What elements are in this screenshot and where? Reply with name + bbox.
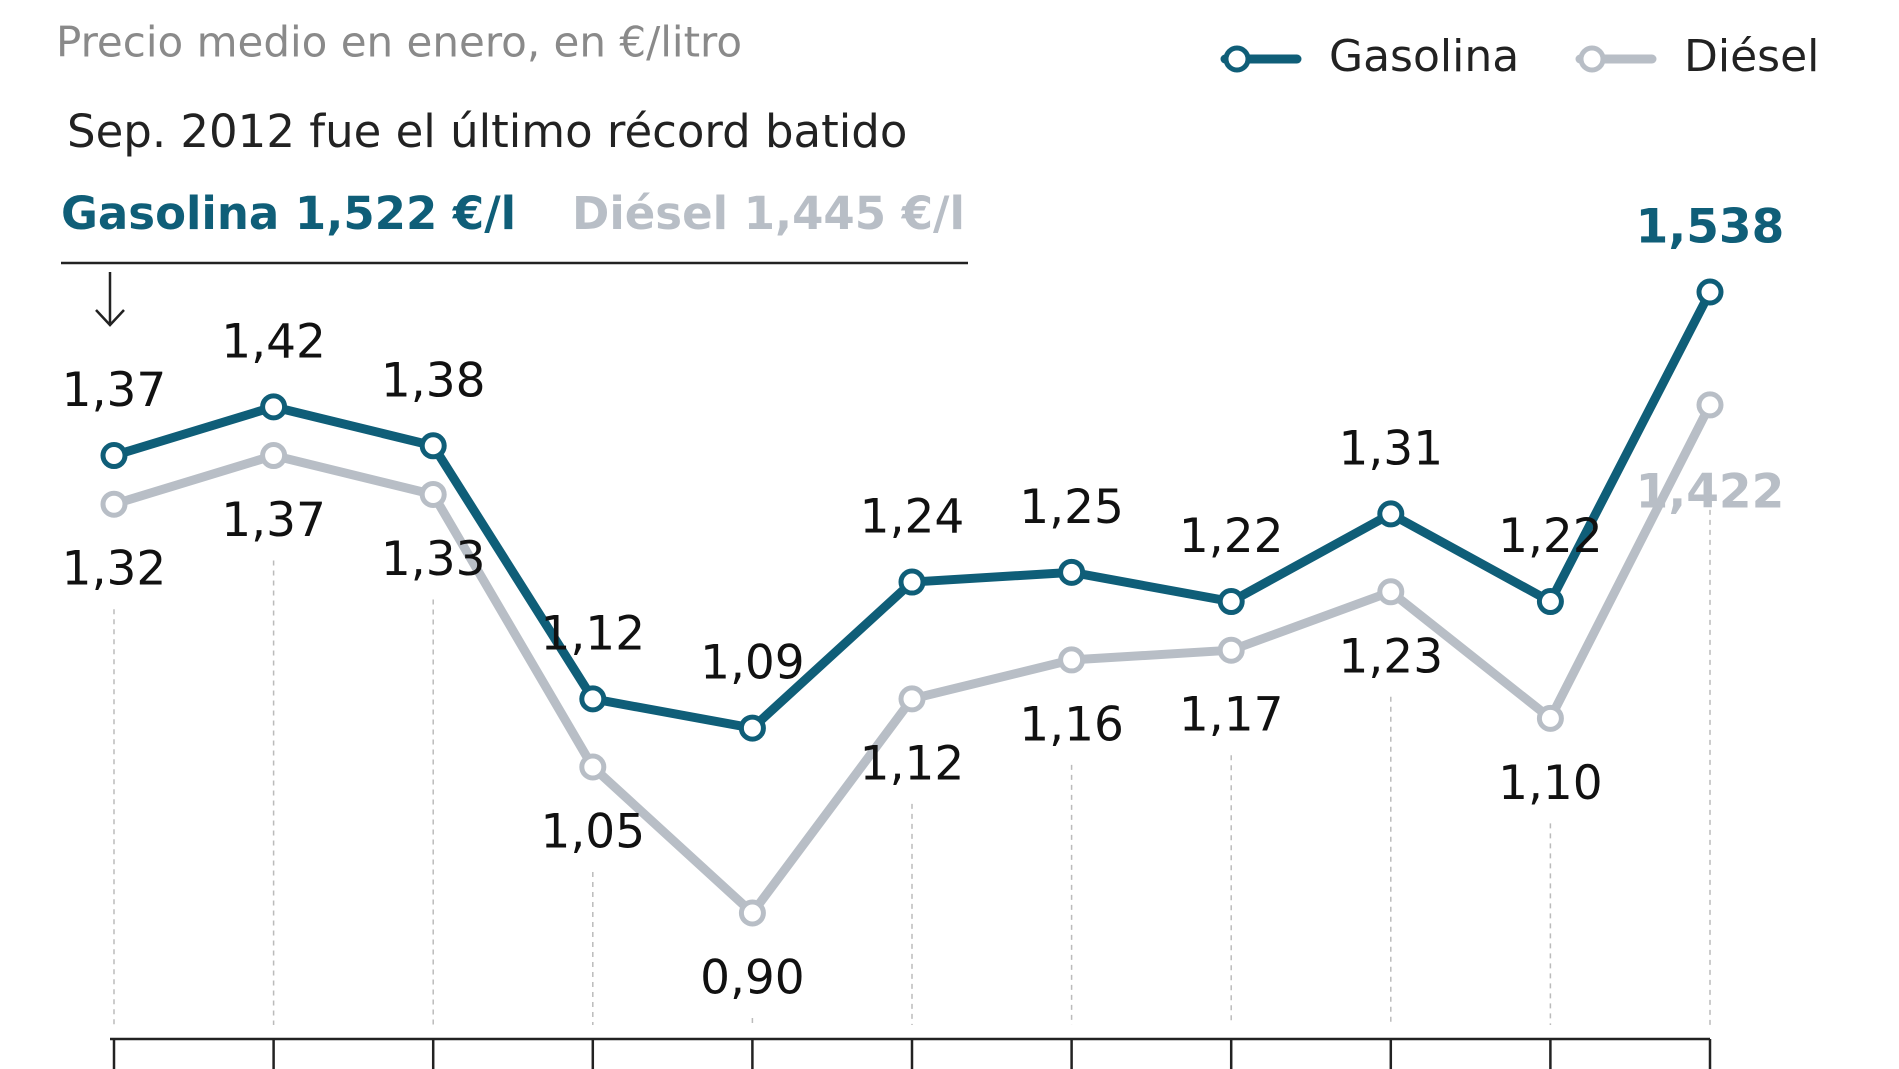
point xyxy=(579,685,607,713)
point xyxy=(260,442,288,470)
value-label: 1,24 xyxy=(860,490,965,545)
point xyxy=(898,568,926,596)
value-label: 1,05 xyxy=(540,804,645,859)
point xyxy=(100,490,128,518)
point xyxy=(738,899,766,927)
legend-marker xyxy=(1223,45,1251,73)
point xyxy=(100,442,128,470)
point xyxy=(1696,278,1724,306)
point xyxy=(1377,500,1405,528)
subtitle: Precio medio en enero, en €/litro xyxy=(56,18,742,67)
point xyxy=(419,432,447,460)
point xyxy=(898,685,926,713)
value-label: 1,422 xyxy=(1636,464,1785,519)
point xyxy=(1058,646,1086,674)
value-label: 1,38 xyxy=(381,353,486,408)
legend-marker xyxy=(1578,45,1606,73)
value-label: 1,23 xyxy=(1338,629,1443,684)
legend-label: Diésel xyxy=(1684,31,1819,82)
value-label: 1,31 xyxy=(1338,421,1443,476)
annotation-gasolina: Gasolina 1,522 €/l xyxy=(61,187,516,240)
value-label: 0,90 xyxy=(700,951,805,1006)
point xyxy=(1058,558,1086,586)
value-label: 1,25 xyxy=(1019,480,1124,535)
value-label: 1,37 xyxy=(221,493,326,548)
point xyxy=(1696,391,1724,419)
value-label: 1,538 xyxy=(1636,200,1785,255)
point xyxy=(260,393,288,421)
value-label: 1,42 xyxy=(221,314,326,369)
value-label: 1,09 xyxy=(700,636,805,691)
value-label: 1,33 xyxy=(381,532,486,587)
value-label: 1,32 xyxy=(62,542,167,597)
annotation-diesel: Diésel 1,445 €/l xyxy=(572,187,965,240)
value-label: 1,12 xyxy=(540,606,645,661)
point xyxy=(1536,704,1564,732)
legend-label: Gasolina xyxy=(1329,31,1519,82)
point xyxy=(1536,588,1564,616)
value-label: 1,22 xyxy=(1498,509,1603,564)
point xyxy=(579,753,607,781)
value-label: 1,17 xyxy=(1179,688,1284,743)
point xyxy=(419,480,447,508)
value-label: 1,37 xyxy=(62,363,167,418)
value-label: 1,10 xyxy=(1498,756,1603,811)
value-label: 1,22 xyxy=(1179,509,1284,564)
point xyxy=(1217,588,1245,616)
value-label: 1,16 xyxy=(1019,697,1124,752)
value-label: 1,12 xyxy=(860,736,965,791)
point xyxy=(1217,636,1245,664)
annotation-arrow xyxy=(95,272,125,327)
point xyxy=(738,714,766,742)
point xyxy=(1377,578,1405,606)
annotation: Sep. 2012 fue el último récord batido xyxy=(67,105,907,158)
